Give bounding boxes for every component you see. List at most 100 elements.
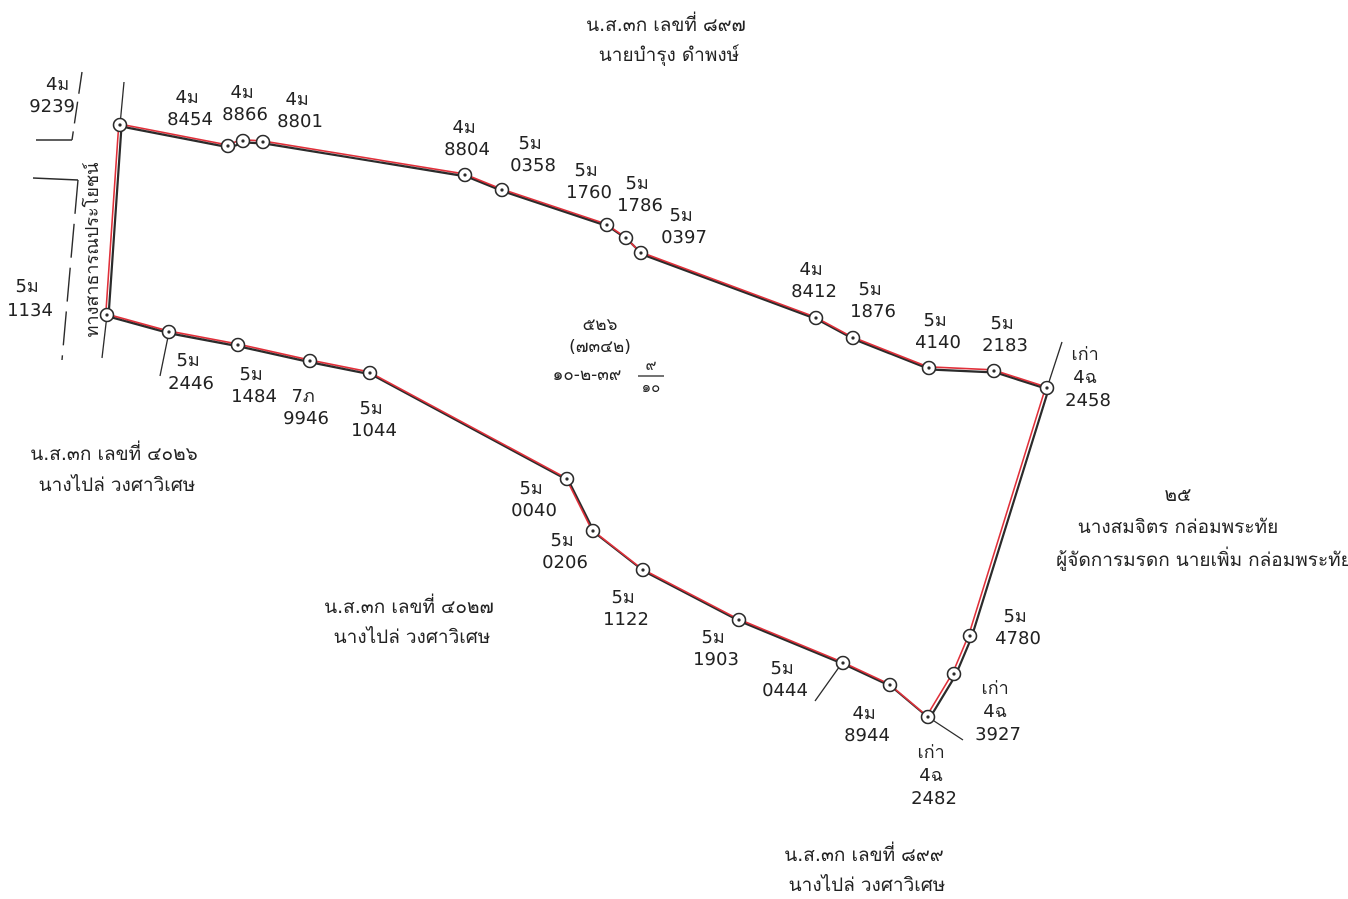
parcel-area-fraction-num: ๙ (646, 356, 657, 374)
marker-center-dot (926, 715, 930, 719)
marker-center-dot (927, 366, 931, 370)
marker-label-m23: 5ม 0040 (511, 478, 557, 521)
marker-center-dot (236, 343, 240, 347)
marker-center-dot (851, 336, 855, 340)
marker-label-m24: 5ม 1044 (351, 398, 397, 441)
neighbor-north: น.ส.๓ก เลขที่ ๘๙๗ นายบำรุง ดำพงษ์ (586, 11, 752, 67)
boundary-marker-m8 (618, 230, 634, 246)
marker-label-m19: 5ม 0444 (762, 658, 808, 701)
boundary-marker-m19 (835, 655, 851, 671)
marker-label-m7: 5ม 1760 (566, 160, 612, 203)
marker-label-m2: 4ม 8454 (167, 87, 213, 130)
marker-label-m25: 7ภ 9946 (283, 386, 329, 429)
parcel-boundary-red (104, 122, 1047, 718)
marker-center-dot (624, 236, 628, 240)
marker-label-m14: เก่า 4ฉ 2458 (1065, 344, 1111, 411)
boundary-marker-m23 (559, 471, 575, 487)
boundary-marker-m18 (882, 677, 898, 693)
marker-label-m11: 5ม 1876 (850, 279, 896, 322)
marker-center-dot (1045, 386, 1049, 390)
boundary-marker-m3 (235, 133, 251, 149)
marker-center-dot (500, 188, 504, 192)
boundary-marker-m15 (962, 628, 978, 644)
marker-label-m28: 5ม 1134 (7, 276, 53, 321)
parcel-survey-number: (๗๓๔๒) (569, 337, 631, 357)
marker-label-m16: เก่า 4ฉ 3927 (975, 678, 1021, 745)
marker-center-dot (952, 672, 956, 676)
boundary-marker-m25 (302, 353, 318, 369)
boundary-marker-m11 (845, 330, 861, 346)
marker-label-m26: 5ม 1484 (231, 364, 277, 407)
boundary-marker-m28 (99, 307, 115, 323)
marker-center-dot (591, 529, 595, 533)
marker-center-dot (241, 139, 245, 143)
boundary-marker-m6 (494, 182, 510, 198)
marker-label-m8: 5ม 1786 (617, 173, 663, 216)
marker-center-dot (308, 359, 312, 363)
boundary-marker-m5 (457, 167, 473, 183)
marker-label-m21: 5ม 1122 (603, 587, 649, 630)
marker-center-dot (605, 223, 609, 227)
marker-center-dot (463, 173, 467, 177)
parcel-area-fraction-den: ๑๐ (642, 378, 661, 396)
boundary-marker-m20 (731, 612, 747, 628)
parcel-area: ๑๐-๒-๓๙ (553, 365, 622, 385)
parcel-info: ๕๒๖ (๗๓๔๒) ๑๐-๒-๓๙ ๙ ๑๐ (553, 315, 664, 396)
marker-label-m18: 4ม 8944 (844, 703, 890, 746)
marker-center-dot (814, 316, 818, 320)
marker-center-dot (368, 371, 372, 375)
marker-center-dot (105, 313, 109, 317)
marker-center-dot (992, 369, 996, 373)
boundary-marker-m14 (1039, 380, 1055, 396)
marker-labels: 4ม 9239 4ม 8454 4ม 8866 4ม 8801 4ม 8804 … (7, 74, 1111, 809)
boundary-marker-m10 (808, 310, 824, 326)
boundary-marker-m7 (599, 217, 615, 233)
marker-label-m5: 4ม 8804 (444, 117, 490, 160)
marker-label-m6: 5ม 0358 (510, 133, 556, 176)
neighbor-south-center: น.ส.๓ก เลขที่ ๔๐๒๗ นางไปล่ วงศาวิเศษ (324, 593, 500, 648)
boundary-marker-m17 (920, 709, 936, 725)
boundary-marker-m1 (112, 117, 128, 133)
marker-label-m4: 4ม 8801 (277, 89, 323, 132)
marker-center-dot (565, 477, 569, 481)
marker-label-m1: 4ม 9239 (29, 74, 75, 117)
boundary-marker-m21 (635, 562, 651, 578)
road-name: ทางสาธารณประโยชน์ (81, 162, 103, 337)
marker-center-dot (118, 123, 122, 127)
neighbor-east: ๒๕ นางสมจิตร กล่อมพระทัย ผู้จัดการมรดก น… (1056, 484, 1348, 571)
boundary-marker-m13 (986, 363, 1002, 379)
marker-center-dot (888, 683, 892, 687)
marker-center-dot (167, 330, 171, 334)
road-boundary-lines (32, 71, 83, 361)
boundary-markers (99, 117, 1055, 725)
marker-center-dot (226, 144, 230, 148)
neighbor-labels: น.ส.๓ก เลขที่ ๘๙๗ นายบำรุง ดำพงษ์ น.ส.๓ก… (30, 11, 1348, 896)
neighbor-south: น.ส.๓ก เลขที่ ๘๙๙ นางไปล่ วงศาวิเศษ (784, 841, 949, 896)
marker-label-m17: เก่า 4ฉ 2482 (911, 742, 957, 809)
marker-label-m22: 5ม 0206 (542, 530, 588, 573)
boundary-marker-m22 (585, 523, 601, 539)
marker-label-m27: 5ม 2446 (168, 350, 214, 394)
neighbor-west: น.ส.๓ก เลขที่ ๔๐๒๖ นางไปล่ วงศาวิเศษ (30, 440, 204, 496)
boundary-marker-m9 (633, 245, 649, 261)
marker-center-dot (737, 618, 741, 622)
boundary-marker-m26 (230, 337, 246, 353)
marker-label-m15: 5ม 4780 (995, 606, 1041, 649)
boundary-marker-m24 (362, 365, 378, 381)
boundary-marker-m4 (255, 134, 271, 150)
boundary-marker-m12 (921, 360, 937, 376)
boundary-marker-m16 (946, 666, 962, 682)
marker-center-dot (261, 140, 265, 144)
boundary-marker-m27 (161, 324, 177, 340)
marker-label-m20: 5ม 1903 (693, 627, 739, 670)
marker-center-dot (639, 251, 643, 255)
marker-label-m12: 5ม 4140 (915, 310, 961, 353)
marker-label-m9: 5ม 0397 (661, 205, 707, 248)
marker-center-dot (968, 634, 972, 638)
marker-label-m13: 5ม 2183 (982, 313, 1028, 356)
boundary-marker-m2 (220, 138, 236, 154)
parcel-number: ๕๒๖ (583, 315, 618, 335)
marker-center-dot (641, 568, 645, 572)
